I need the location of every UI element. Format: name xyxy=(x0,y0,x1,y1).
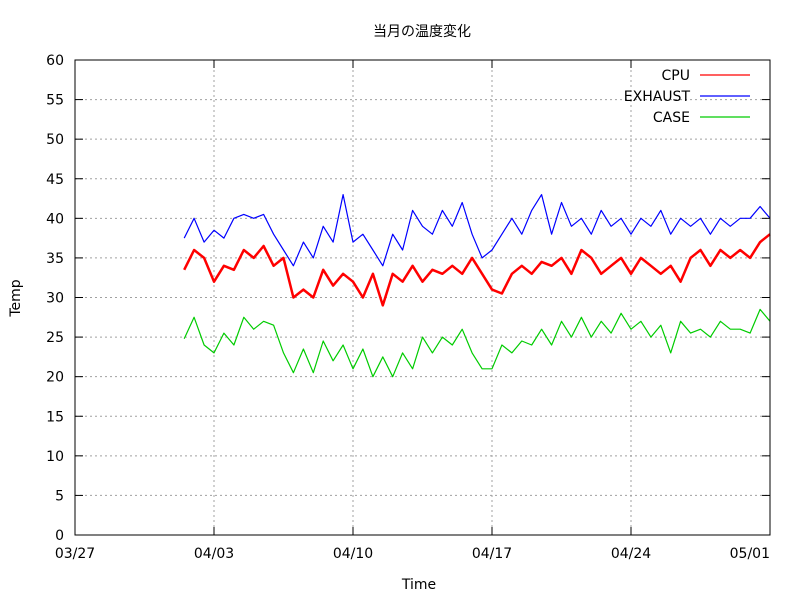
series-line-exhaust xyxy=(183,194,771,267)
y-tick-label: 35 xyxy=(46,251,64,267)
y-tick-label: 50 xyxy=(46,132,64,148)
y-tick-label: 55 xyxy=(46,93,64,109)
y-axis-label: Temp xyxy=(8,279,24,317)
y-tick-label: 10 xyxy=(46,449,64,465)
series-lines xyxy=(183,194,771,378)
x-tick-label: 04/10 xyxy=(333,546,373,562)
y-tick-label: 25 xyxy=(46,330,64,346)
series-line-case xyxy=(183,308,771,378)
grid-lines xyxy=(75,60,770,535)
chart-title: 当月の温度変化 xyxy=(373,23,471,40)
y-tick-label: 45 xyxy=(46,172,64,188)
x-tick-label: 04/24 xyxy=(611,546,651,562)
x-tick-label: 04/17 xyxy=(472,546,512,562)
x-tick-label: 05/01 xyxy=(730,546,770,562)
y-tick-label: 20 xyxy=(46,370,64,386)
y-axis-ticks: 0 5 10 15 20 25 30 35 40 45 50 55 60 xyxy=(46,53,770,544)
legend-label-cpu: CPU xyxy=(662,68,690,84)
legend-label-exhaust: EXHAUST xyxy=(624,89,691,105)
x-tick-label: 03/27 xyxy=(55,546,95,562)
y-tick-label: 30 xyxy=(46,291,64,307)
x-axis-ticks: 03/27 04/03 04/10 04/17 04/24 05/01 xyxy=(55,60,771,562)
y-tick-label: 5 xyxy=(55,488,64,504)
series-line-cpu xyxy=(183,233,771,307)
legend: CPU EXHAUST CASE xyxy=(624,68,750,126)
x-tick-label: 04/03 xyxy=(194,546,234,562)
y-tick-label: 15 xyxy=(46,409,64,425)
legend-label-case: CASE xyxy=(653,110,690,126)
y-tick-label: 40 xyxy=(46,211,64,227)
y-tick-label: 60 xyxy=(46,53,64,69)
y-tick-label: 0 xyxy=(55,528,64,544)
x-axis-label: Time xyxy=(401,577,436,593)
